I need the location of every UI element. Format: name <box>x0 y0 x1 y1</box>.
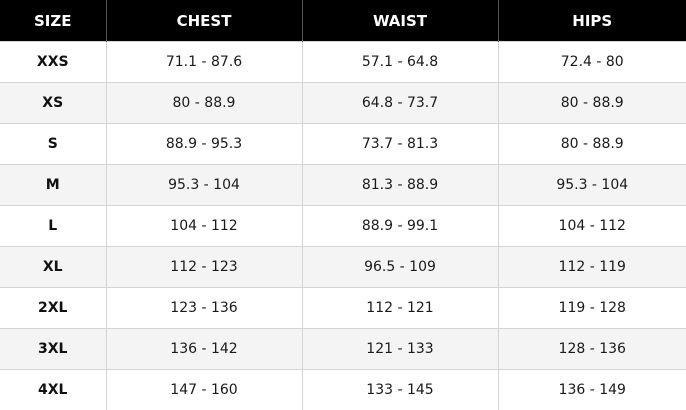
chest-cell: 88.9 - 95.3 <box>106 124 302 165</box>
waist-cell: 121 - 133 <box>302 329 498 370</box>
size-cell: S <box>0 124 106 165</box>
waist-cell: 81.3 - 88.9 <box>302 165 498 206</box>
chest-cell: 123 - 136 <box>106 288 302 329</box>
waist-cell: 64.8 - 73.7 <box>302 83 498 124</box>
size-cell: 3XL <box>0 329 106 370</box>
size-cell: XXS <box>0 42 106 83</box>
hips-cell: 112 - 119 <box>498 247 686 288</box>
chest-cell: 104 - 112 <box>106 206 302 247</box>
size-cell: M <box>0 165 106 206</box>
header-chest: CHEST <box>106 0 302 42</box>
chest-cell: 95.3 - 104 <box>106 165 302 206</box>
size-cell: XS <box>0 83 106 124</box>
header-row: SIZE CHEST WAIST HIPS <box>0 0 686 42</box>
chest-cell: 80 - 88.9 <box>106 83 302 124</box>
header-size: SIZE <box>0 0 106 42</box>
hips-cell: 128 - 136 <box>498 329 686 370</box>
chest-cell: 71.1 - 87.6 <box>106 42 302 83</box>
waist-cell: 96.5 - 109 <box>302 247 498 288</box>
chest-cell: 112 - 123 <box>106 247 302 288</box>
hips-cell: 104 - 112 <box>498 206 686 247</box>
size-cell: 2XL <box>0 288 106 329</box>
waist-cell: 112 - 121 <box>302 288 498 329</box>
hips-cell: 80 - 88.9 <box>498 83 686 124</box>
header-waist: WAIST <box>302 0 498 42</box>
hips-cell: 72.4 - 80 <box>498 42 686 83</box>
waist-cell: 73.7 - 81.3 <box>302 124 498 165</box>
hips-cell: 95.3 - 104 <box>498 165 686 206</box>
size-cell: XL <box>0 247 106 288</box>
waist-cell: 88.9 - 99.1 <box>302 206 498 247</box>
table-header: SIZE CHEST WAIST HIPS <box>0 0 686 42</box>
header-hips: HIPS <box>498 0 686 42</box>
hips-cell: 80 - 88.9 <box>498 124 686 165</box>
waist-cell: 57.1 - 64.8 <box>302 42 498 83</box>
chest-cell: 136 - 142 <box>106 329 302 370</box>
hips-cell: 119 - 128 <box>498 288 686 329</box>
size-cell: L <box>0 206 106 247</box>
